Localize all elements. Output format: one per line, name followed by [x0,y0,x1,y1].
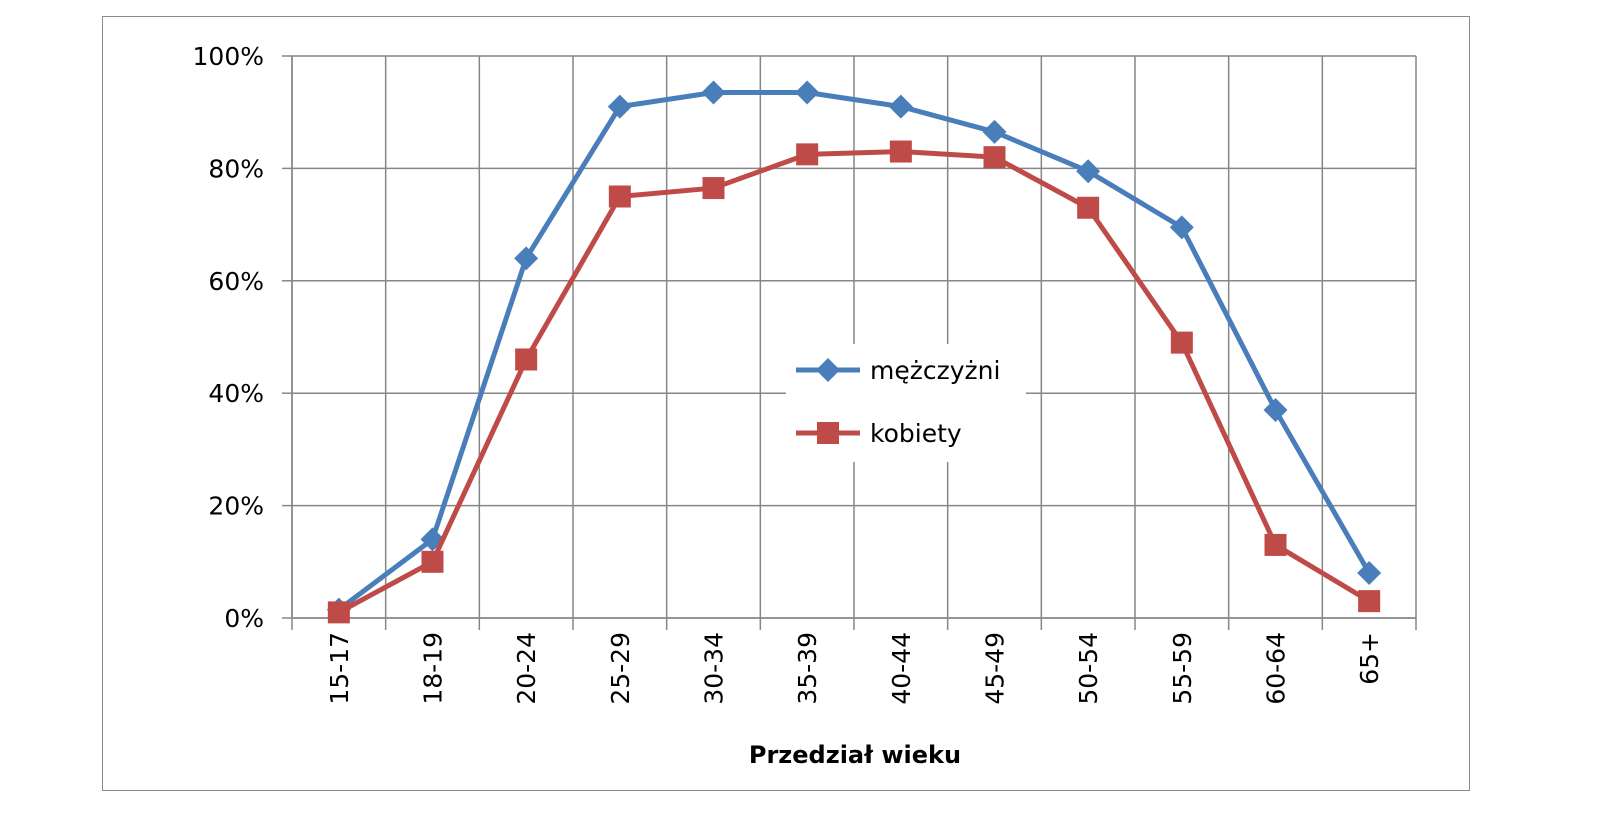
grid [291,55,1417,619]
legend-marker-men [816,358,840,382]
x-tick-labels: 15-17 18-19 20-24 25-29 30-34 35-39 40-44 45-49… [325,632,1384,705]
data-point-diamond [795,80,820,105]
data-point-diamond [888,94,913,119]
y-tick-label: 40% [208,379,264,408]
y-tick-labels: 0% 20% 40% 60% 80% 100% [193,42,264,633]
axes [282,55,1417,630]
x-tick-label: 60-64 [1262,632,1291,705]
y-tick-label: 100% [193,42,264,71]
x-tick-label: 55-59 [1168,632,1197,705]
y-tick-label: 20% [208,492,264,521]
series-line-0 [337,90,1372,612]
x-tick-label: 50-54 [1074,632,1103,705]
y-tick-label: 60% [208,267,264,296]
data-point-square [608,185,631,208]
series [326,80,1382,624]
x-tick-label: 15-17 [325,632,354,705]
legend: mężczyżni kobiety [786,344,1026,462]
data-point-square [1077,196,1100,219]
data-point-diamond [607,94,632,119]
data-point-square [515,348,538,371]
x-tick-label: 45-49 [981,632,1010,705]
data-point-square [1358,590,1381,613]
data-point-diamond [701,80,726,105]
y-tick-label: 80% [208,154,264,183]
data-point-square [327,601,350,624]
data-point-diamond [1263,398,1288,423]
x-tick-label: 65+ [1355,632,1384,685]
x-tick-label: 20-24 [512,632,541,705]
data-point-square [1264,533,1287,556]
legend-label-women: kobiety [870,419,962,448]
data-point-diamond [1169,215,1194,240]
data-point-square [1170,331,1193,354]
x-tick-label: 35-39 [793,632,822,705]
data-point-diamond [1076,159,1101,184]
x-axis-title: Przedział wieku [749,741,961,769]
data-point-square [796,143,819,166]
x-tick-label: 18-19 [419,632,448,705]
data-point-square [889,140,912,163]
data-point-diamond [982,119,1007,144]
data-point-square [421,550,444,573]
legend-marker-women [817,422,839,444]
data-point-square [702,177,725,200]
data-point-diamond [1357,561,1382,586]
x-tick-label: 30-34 [700,632,729,705]
x-tick-label: 25-29 [606,632,635,705]
data-point-square [983,146,1006,169]
x-tick-label: 40-44 [887,632,916,705]
data-point-diamond [514,246,539,271]
y-tick-label: 0% [224,604,264,633]
series-line-1 [337,149,1371,615]
legend-label-men: mężczyżni [870,356,1000,385]
